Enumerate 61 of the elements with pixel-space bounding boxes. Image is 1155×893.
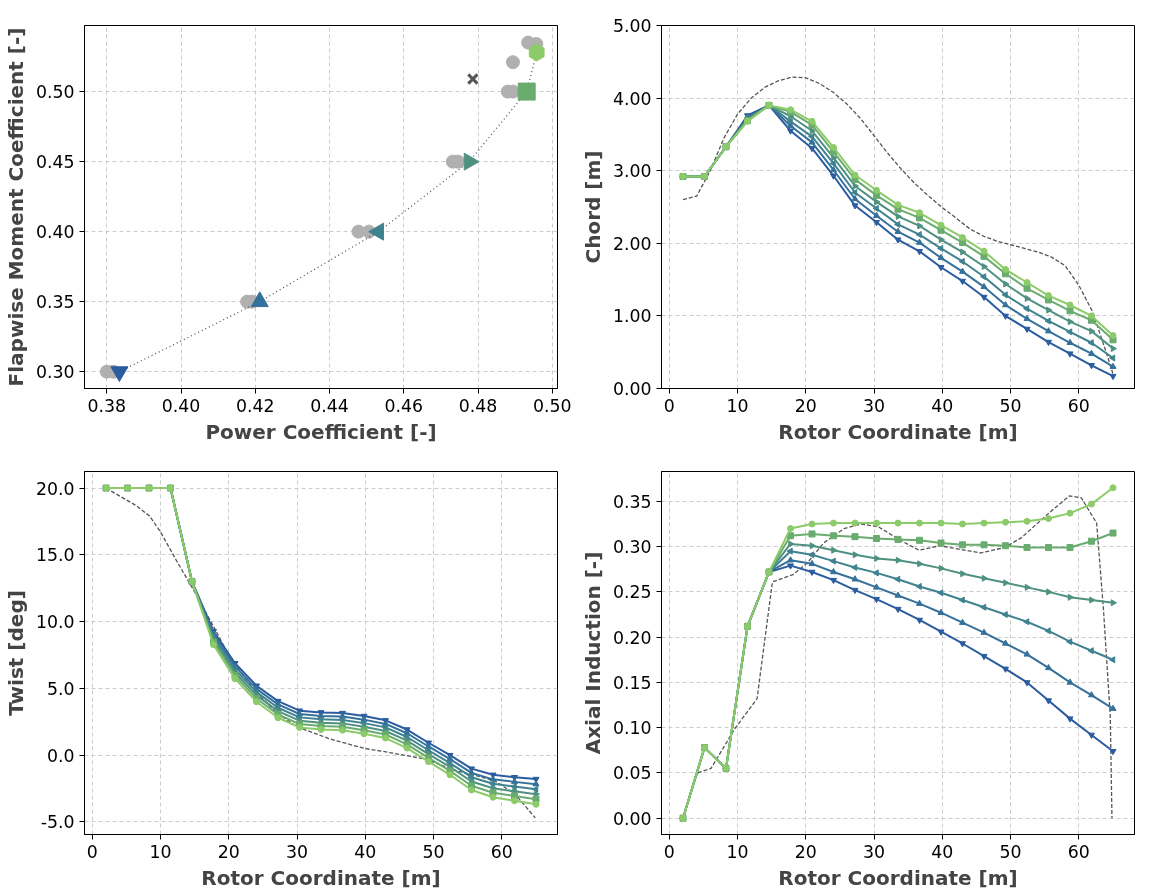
x-tick-label: 30 xyxy=(863,395,886,416)
y-tick-label: 4.00 xyxy=(612,88,652,109)
y-tick-label: 0.30 xyxy=(612,537,652,558)
y-axis-title: Twist [deg] xyxy=(3,590,28,716)
x-tick-label: 0.40 xyxy=(161,395,201,416)
y-tick-label: 0.40 xyxy=(35,222,75,243)
y-tick-label: 0.35 xyxy=(612,491,652,512)
x-tick-label: 20 xyxy=(217,841,240,862)
x-tick-label: 30 xyxy=(863,841,886,862)
x-tick-label: 30 xyxy=(286,841,309,862)
x-axis-title: Rotor Coordinate [m] xyxy=(778,865,1018,890)
x-tick-label: 20 xyxy=(794,395,817,416)
x-tick-label: 20 xyxy=(794,841,817,862)
x-tick-label: 40 xyxy=(931,841,954,862)
x-tick-label: 60 xyxy=(1067,841,1090,862)
x-tick-label: 0.42 xyxy=(235,395,275,416)
y-axis-title: Flapwise Moment Coefficient [-] xyxy=(3,27,28,387)
y-tick-label: 5.00 xyxy=(612,16,652,36)
x-tick-label: 0 xyxy=(663,395,675,416)
y-tick-label: 1.00 xyxy=(612,306,652,327)
y-tick-label: 0.0 xyxy=(46,745,75,766)
y-tick-label: 0.50 xyxy=(35,82,75,103)
y-tick-label: 0.35 xyxy=(35,292,75,313)
x-tick-label: 50 xyxy=(422,841,445,862)
y-tick-label: 0.05 xyxy=(612,763,652,784)
y-tick-label: 0.25 xyxy=(612,582,652,603)
x-tick-label: 40 xyxy=(931,395,954,416)
x-tick-label: 60 xyxy=(490,841,513,862)
y-tick-label: 0.00 xyxy=(612,808,652,829)
x-tick-label: 10 xyxy=(726,841,749,862)
x-tick-label: 0.44 xyxy=(310,395,349,416)
x-tick-label: 0.50 xyxy=(533,395,572,416)
x-tick-label: 10 xyxy=(726,395,749,416)
y-tick-label: 3.00 xyxy=(612,161,652,182)
y-axis-title: Axial Induction [-] xyxy=(580,551,605,755)
x-tick-label: 0.46 xyxy=(384,395,424,416)
x-axis-title: Power Coefficient [-] xyxy=(205,419,437,444)
x-tick-label: 0.48 xyxy=(458,395,498,416)
y-tick-label: 2.00 xyxy=(612,233,652,254)
y-tick-label: 0.45 xyxy=(35,152,75,173)
x-tick-label: 40 xyxy=(354,841,377,862)
x-tick-label: 50 xyxy=(999,841,1022,862)
y-tick-label: 0.20 xyxy=(612,627,652,648)
x-axis-title: Rotor Coordinate [m] xyxy=(778,419,1018,444)
y-tick-label: 0.10 xyxy=(612,718,652,739)
y-tick-label: 0.15 xyxy=(612,672,652,693)
x-tick-label: 0.38 xyxy=(87,395,127,416)
x-tick-label: 60 xyxy=(1067,395,1090,416)
x-tick-label: 50 xyxy=(999,395,1022,416)
y-tick-label: -5.0 xyxy=(40,812,75,833)
y-tick-label: 0.30 xyxy=(35,362,75,383)
y-tick-label: 15.0 xyxy=(35,545,75,566)
y-tick-label: 5.0 xyxy=(46,678,75,699)
x-tick-label: 0 xyxy=(86,841,98,862)
x-axis-title: Rotor Coordinate [m] xyxy=(201,865,441,890)
y-axis-title: Chord [m] xyxy=(580,150,605,264)
x-tick-label: 0 xyxy=(663,841,675,862)
y-tick-label: 0.00 xyxy=(612,379,652,399)
x-tick-label: 10 xyxy=(149,841,172,862)
y-tick-label: 20.0 xyxy=(35,478,75,499)
y-tick-label: 10.0 xyxy=(35,612,75,633)
